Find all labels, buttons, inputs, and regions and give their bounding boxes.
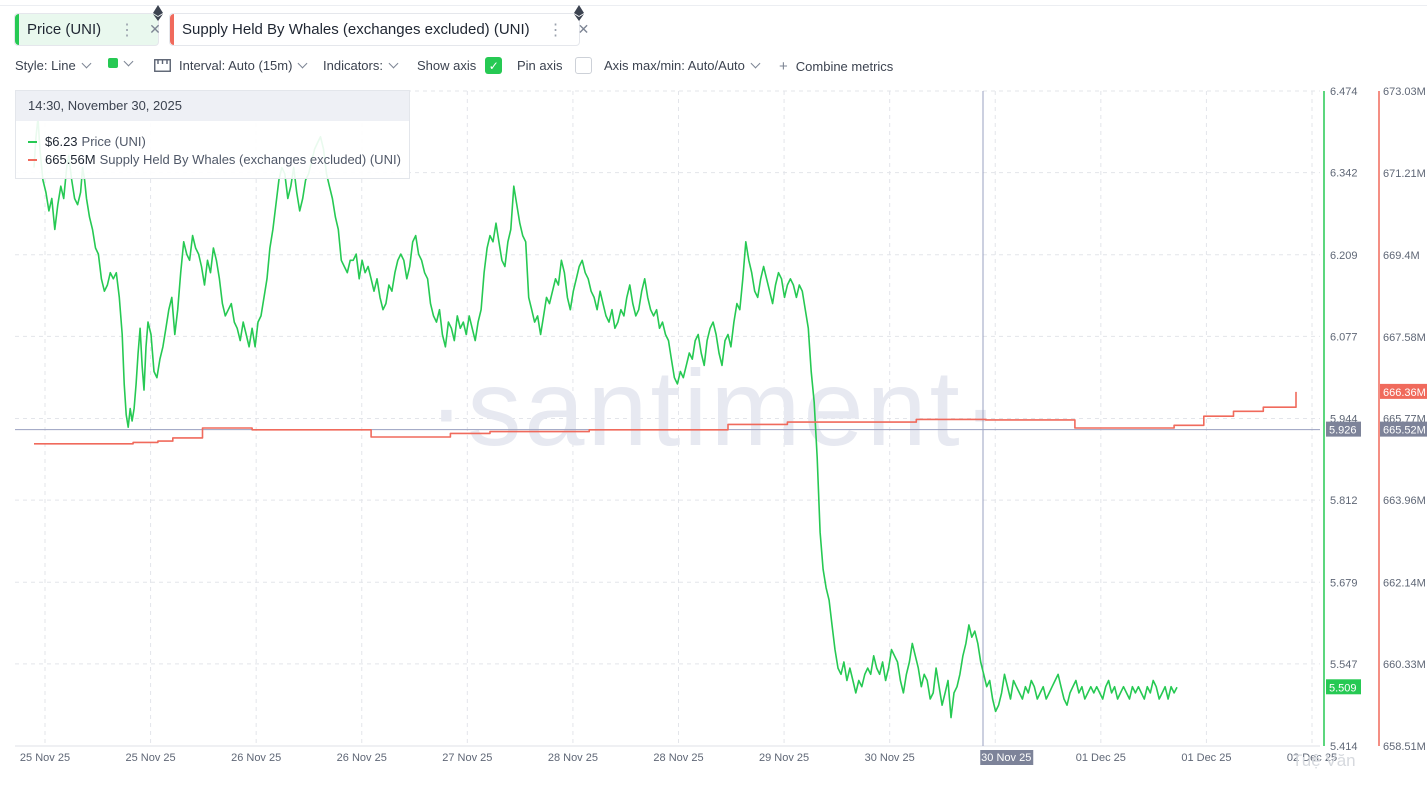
supply-tick-label: 669.4M: [1383, 250, 1420, 262]
metric-tab-whales[interactable]: Supply Held By Whales (exchanges exclude…: [169, 5, 589, 46]
more-options-icon[interactable]: ⋮: [547, 21, 564, 39]
price-tick-label: 5.547: [1330, 659, 1358, 671]
color-picker[interactable]: [108, 56, 134, 68]
show-axis-toggle[interactable]: Show axis ✓: [417, 57, 503, 74]
crosshair-supply-label-bg: [1380, 421, 1427, 437]
x-tick-label: 02 Dec 25: [1287, 752, 1337, 764]
crosshair-price-label: 5.926: [1329, 425, 1357, 437]
tooltip-price-value: $6.23: [45, 134, 78, 149]
supply-tick-label: 660.33M: [1383, 659, 1426, 671]
x-tick-label: 29 Nov 25: [759, 752, 809, 764]
axis-minmax-dropdown[interactable]: Axis max/min: Auto/Auto: [604, 58, 761, 73]
series-color-bar-whales: [170, 14, 174, 45]
last-price-label: 5.509: [1329, 682, 1357, 694]
x-tick-label: 27 Nov 25: [442, 752, 492, 764]
plot-area: [33, 117, 1297, 719]
x-tick-label: 28 Nov 25: [548, 752, 598, 764]
supply-tick-label: 662.14M: [1383, 577, 1426, 589]
legend-line-price: [28, 140, 37, 143]
close-icon[interactable]: ✕: [149, 21, 161, 37]
checkbox-checked-icon[interactable]: ✓: [485, 57, 503, 74]
pin-axis-toggle[interactable]: Pin axis: [517, 57, 592, 74]
tooltip-row-whales: 665.56M Supply Held By Whales (exchanges…: [28, 152, 401, 167]
ethereum-icon: [153, 5, 163, 21]
tooltip-whales-value: 665.56M: [45, 152, 96, 167]
show-axis-label: Show axis: [417, 58, 477, 73]
legend-line-whales: [28, 158, 37, 161]
x-tick-label: 30 Nov 25: [865, 752, 915, 764]
tooltip-date: 14:30, November 30, 2025: [16, 91, 409, 121]
last-supply-label: 666.36M: [1383, 387, 1426, 399]
price-tick-label: 6.342: [1330, 168, 1358, 180]
indicators-dropdown[interactable]: Indicators:: [323, 58, 399, 73]
supply-tick-label: 663.96M: [1383, 495, 1426, 507]
price-tick-label: 5.414: [1330, 741, 1358, 753]
plus-icon: +: [779, 58, 788, 75]
x-tick-label: 25 Nov 25: [126, 752, 176, 764]
crosshair-date-bg: [980, 750, 1034, 765]
crosshair-date-label: 30 Nov 25: [981, 752, 1031, 764]
credit-watermark: Tuệ Văn: [1292, 751, 1356, 770]
interval-icon: [154, 59, 171, 72]
x-tick-label: 26 Nov 25: [337, 752, 387, 764]
santiment-watermark: ·santiment·: [428, 347, 1001, 468]
x-tick-label: 28 Nov 25: [653, 752, 703, 764]
price-tick-label: 5.812: [1330, 495, 1358, 507]
supply-tick-label: 658.51M: [1383, 741, 1426, 753]
price-tick-label: 6.474: [1330, 86, 1358, 98]
metric-tab-label: Supply Held By Whales (exchanges exclude…: [182, 21, 530, 38]
checkbox-unchecked-icon[interactable]: [574, 57, 592, 74]
interval-label: Interval: Auto (15m): [179, 58, 293, 73]
chart-tooltip: 14:30, November 30, 2025 $6.23 Price (UN…: [15, 90, 410, 179]
last-supply-label-bg: [1380, 383, 1427, 399]
supply-tick-label: 671.21M: [1383, 168, 1426, 180]
supply-tick-label: 673.03M: [1383, 86, 1426, 98]
supply-tick-label: 667.58M: [1383, 332, 1426, 344]
price-tick-label: 6.077: [1330, 331, 1358, 343]
indicators-label: Indicators:: [323, 58, 383, 73]
color-swatch: [108, 58, 118, 68]
last-price-label-bg: [1326, 679, 1361, 695]
crosshair-supply-label: 665.52M: [1383, 425, 1426, 437]
x-tick-label: 01 Dec 25: [1076, 752, 1126, 764]
x-tick-label: 26 Nov 25: [231, 752, 281, 764]
pin-axis-label: Pin axis: [517, 58, 563, 73]
tooltip-whales-label: Supply Held By Whales (exchanges exclude…: [99, 152, 401, 167]
price-tick-label: 6.209: [1330, 250, 1358, 262]
price-tick-label: 5.679: [1330, 577, 1358, 589]
combine-metrics-label: Combine metrics: [795, 59, 894, 74]
x-tick-label: 01 Dec 25: [1181, 752, 1231, 764]
close-icon[interactable]: ✕: [577, 21, 590, 37]
axis-minmax-label: Axis max/min: Auto/Auto: [604, 58, 745, 73]
metric-tab-label: Price (UNI): [27, 21, 102, 38]
supply-series-line: [34, 391, 1297, 445]
tooltip-row-price: $6.23 Price (UNI): [28, 134, 146, 149]
style-dropdown[interactable]: Style: Line: [15, 58, 92, 73]
price-series-line: [33, 117, 1178, 719]
crosshair-price-label-bg: [1326, 421, 1361, 437]
series-color-bar-price: [15, 14, 19, 45]
top-divider: [0, 5, 1427, 6]
ethereum-icon: [574, 5, 584, 21]
x-tick-label: 25 Nov 25: [20, 752, 70, 764]
axis-labels: 6.4746.3426.2096.0775.9445.8125.6795.547…: [20, 86, 1427, 765]
more-options-icon[interactable]: ⋮: [119, 21, 136, 39]
metric-tab-price[interactable]: Price (UNI) ⋮ ✕: [14, 5, 163, 46]
combine-metrics-button[interactable]: + Combine metrics: [779, 58, 893, 75]
style-label: Style: Line: [15, 58, 76, 73]
tooltip-price-label: Price (UNI): [81, 134, 146, 149]
interval-dropdown[interactable]: Interval: Auto (15m): [154, 58, 308, 73]
